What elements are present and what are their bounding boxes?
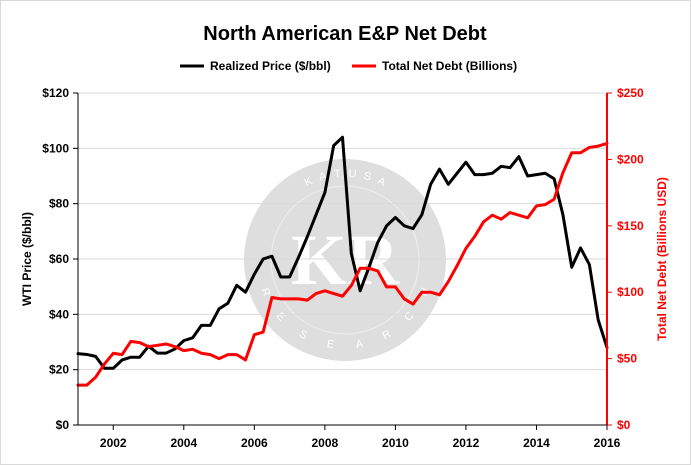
x-tick-label: 2002: [100, 436, 127, 450]
x-tick-label: 2008: [312, 436, 339, 450]
x-tick-label: 2016: [594, 436, 621, 450]
watermark-letter-bottom: E: [326, 338, 335, 351]
left-axis-title: WTI Price ($/bbl): [20, 212, 34, 306]
left-tick-label: $0: [56, 418, 70, 432]
watermark-letter-top: A: [318, 170, 329, 184]
right-tick-label: $0: [617, 418, 631, 432]
series-line-net-debt: [76, 141, 609, 387]
right-tick-label: $50: [617, 352, 637, 366]
watermark-letter-top: U: [348, 168, 357, 181]
legend-label: Total Net Debt (Billions): [382, 59, 517, 73]
left-tick-label: $100: [42, 141, 69, 155]
watermark-letter-top: T: [334, 168, 342, 181]
right-tick-label: $250: [617, 86, 644, 100]
series-line-realized-price: [76, 135, 609, 370]
chart-title: North American E&P Net Debt: [203, 23, 487, 45]
axes: [73, 92, 612, 430]
legend-label: Realized Price ($/bbl): [210, 59, 331, 73]
left-tick-label: $120: [42, 86, 69, 100]
right-tick-label: $100: [617, 285, 644, 299]
watermark-letter-bottom: R: [258, 286, 272, 298]
x-tick-label: 2012: [453, 436, 480, 450]
x-tick-label: 2004: [170, 436, 197, 450]
right-tick-label: $150: [617, 219, 644, 233]
watermark-letter-bottom: A: [355, 338, 365, 351]
x-tick-label: 2006: [241, 436, 268, 450]
legend: Realized Price ($/bbl) Total Net Debt (Bi…: [180, 59, 517, 73]
series-layer: [76, 135, 609, 387]
labels: $0 $20 $40 $60 $80 $100 $120 $0 $50 $100 $150 $200 $…: [20, 23, 669, 450]
x-tick-label: 2014: [523, 436, 550, 450]
left-tick-label: $20: [49, 363, 69, 377]
right-tick-label: $200: [617, 152, 644, 166]
watermark-circle: [244, 159, 446, 361]
left-tick-label: $80: [49, 197, 69, 211]
right-axis-title: Total Net Debt (Billions USD): [655, 177, 669, 341]
left-tick-label: $40: [49, 307, 69, 321]
left-tick-label: $60: [49, 252, 69, 266]
watermark-letter-top: S: [362, 170, 372, 183]
x-tick-label: 2010: [382, 436, 409, 450]
